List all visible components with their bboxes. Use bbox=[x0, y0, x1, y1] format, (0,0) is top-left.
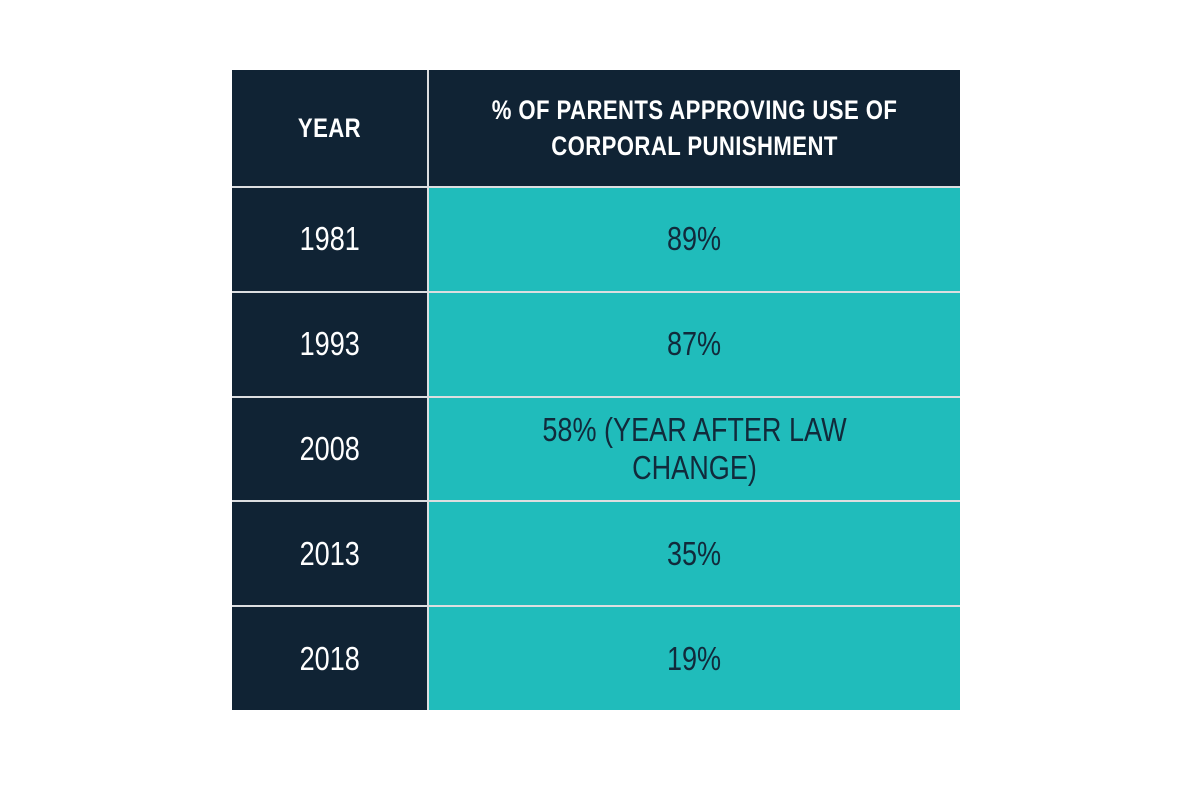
table-row-value-cell: 58% (YEAR AFTER LAW CHANGE) bbox=[429, 397, 960, 501]
value-label: 35% bbox=[667, 534, 722, 572]
value-label: 58% (YEAR AFTER LAW CHANGE) bbox=[542, 410, 847, 486]
approval-table: YEAR % OF PARENTS APPROVING USE OF CORPO… bbox=[232, 70, 960, 710]
header-approval-label: % OF PARENTS APPROVING USE OF CORPORAL P… bbox=[491, 94, 898, 161]
value-label: 19% bbox=[667, 639, 722, 677]
header-cell-approval: % OF PARENTS APPROVING USE OF CORPORAL P… bbox=[429, 70, 960, 186]
year-label: 2018 bbox=[299, 639, 360, 677]
value-label: 87% bbox=[667, 325, 722, 363]
header-year-label: YEAR bbox=[297, 112, 362, 143]
table-row-year-cell: 2018 bbox=[232, 607, 427, 710]
table-row-value-cell: 89% bbox=[429, 188, 960, 291]
year-label: 1981 bbox=[299, 220, 360, 258]
header-cell-year: YEAR bbox=[232, 70, 427, 186]
year-label: 2013 bbox=[299, 534, 360, 572]
table-row-year-cell: 2013 bbox=[232, 502, 427, 606]
table-row-year-cell: 2008 bbox=[232, 397, 427, 501]
year-label: 2008 bbox=[299, 429, 360, 467]
table-row-value-cell: 19% bbox=[429, 607, 960, 710]
table-row-value-cell: 35% bbox=[429, 502, 960, 606]
year-label: 1993 bbox=[299, 325, 360, 363]
table-row-year-cell: 1981 bbox=[232, 188, 427, 291]
table-row-value-cell: 87% bbox=[429, 292, 960, 396]
value-label: 89% bbox=[667, 220, 722, 258]
table-row-year-cell: 1993 bbox=[232, 292, 427, 396]
